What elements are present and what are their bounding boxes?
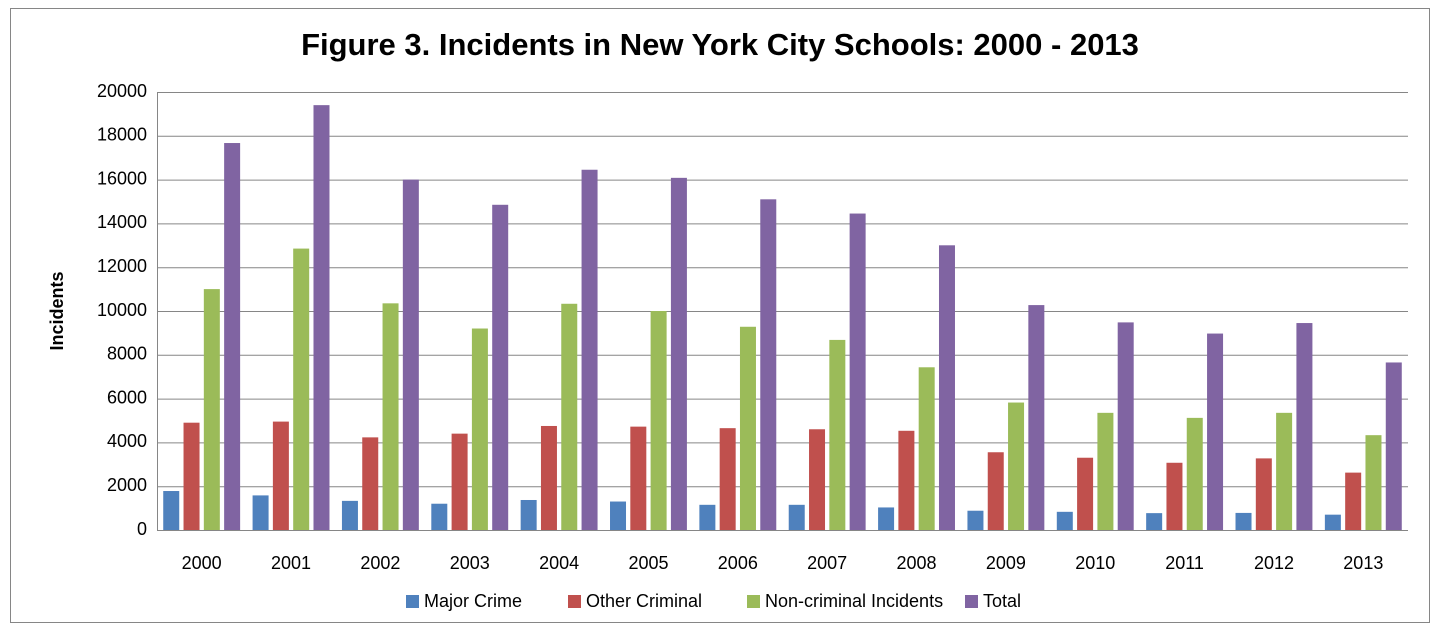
y-tick-label: 2000 (107, 475, 147, 495)
x-tick-label: 2008 (897, 553, 937, 573)
legend-swatch (965, 595, 978, 608)
bar (788, 504, 805, 530)
bar (809, 429, 826, 530)
x-tick-label: 2003 (450, 553, 490, 573)
bar (492, 204, 509, 530)
bar (1235, 512, 1252, 530)
bar (1186, 417, 1203, 530)
bar (610, 501, 627, 530)
y-tick-label: 20000 (97, 81, 147, 101)
bar (451, 433, 468, 530)
x-tick-label: 2011 (1165, 553, 1204, 573)
bar (1385, 362, 1402, 530)
x-tick-label: 2007 (807, 553, 847, 573)
bar (1146, 513, 1163, 530)
bar (520, 499, 537, 530)
bar (650, 311, 667, 530)
y-tick-label: 12000 (97, 256, 147, 276)
legend-label: Total (983, 591, 1021, 611)
x-tick-label: 2004 (539, 553, 579, 573)
bar (203, 289, 220, 530)
legend-swatch (568, 595, 581, 608)
bar (1324, 514, 1341, 530)
bar (739, 326, 756, 530)
bar (987, 452, 1004, 530)
y-tick-label: 0 (137, 519, 147, 539)
bar (1117, 322, 1134, 530)
bar (918, 367, 935, 530)
bar (402, 179, 419, 530)
bar (1276, 412, 1293, 530)
x-tick-label: 2009 (986, 553, 1026, 573)
bar (581, 169, 598, 530)
bar (1097, 412, 1114, 530)
x-tick-label: 2006 (718, 553, 758, 573)
bar (1028, 305, 1045, 530)
x-tick-label: 2012 (1254, 553, 1294, 573)
bar (1077, 457, 1094, 530)
bar (341, 500, 358, 530)
bar (471, 328, 488, 530)
x-tick-label: 2010 (1075, 553, 1115, 573)
y-tick-label: 10000 (97, 300, 147, 320)
bar (1008, 402, 1025, 530)
bar (293, 248, 310, 530)
bar (163, 491, 180, 530)
bar (1255, 458, 1272, 530)
legend-label: Other Criminal (586, 591, 702, 611)
bar (382, 303, 399, 530)
bar (1207, 333, 1224, 530)
bar (431, 503, 448, 530)
legend-label: Non-criminal Incidents (765, 591, 943, 611)
legend-label: Major Crime (424, 591, 522, 611)
legend-swatch (747, 595, 760, 608)
x-tick-label: 2005 (628, 553, 668, 573)
bar (849, 213, 866, 531)
bar (760, 199, 777, 530)
x-tick-label: 2001 (271, 553, 311, 573)
y-tick-label: 16000 (97, 168, 147, 188)
bar (878, 507, 895, 530)
bar (829, 339, 846, 530)
bar (938, 245, 955, 531)
y-axis-label: Incidents (47, 271, 67, 350)
bar (670, 177, 687, 530)
bar (967, 510, 984, 530)
bar (540, 425, 557, 530)
bar (313, 105, 330, 530)
bar (362, 437, 379, 530)
y-tick-label: 6000 (107, 387, 147, 407)
bar (1345, 472, 1362, 530)
legend-swatch (406, 595, 419, 608)
bar (630, 426, 647, 530)
bar (1166, 462, 1183, 530)
x-tick-label: 2013 (1343, 553, 1383, 573)
x-tick-label: 2002 (360, 553, 400, 573)
bar (1365, 435, 1382, 530)
bar (699, 504, 716, 530)
bar (561, 303, 578, 530)
bar (272, 421, 289, 530)
chart-title: Figure 3. Incidents in New York City Sch… (301, 27, 1139, 62)
bar (224, 143, 241, 531)
y-tick-label: 14000 (97, 212, 147, 232)
y-tick-label: 8000 (107, 344, 147, 364)
bar (1056, 511, 1073, 530)
bar (252, 495, 269, 530)
bar (719, 428, 736, 530)
bar (898, 430, 915, 530)
bar (183, 422, 200, 530)
y-tick-label: 4000 (107, 431, 147, 451)
y-tick-label: 18000 (97, 125, 147, 145)
x-tick-label: 2000 (182, 553, 222, 573)
bar (1296, 323, 1313, 530)
